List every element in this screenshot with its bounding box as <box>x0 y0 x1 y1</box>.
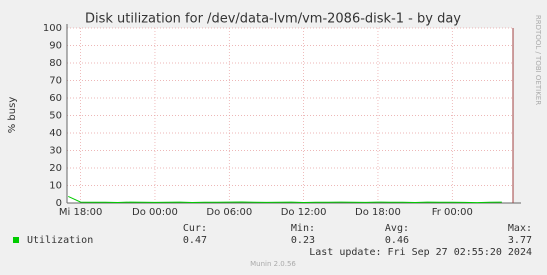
x-tick-label: Do 12:00 <box>281 207 327 218</box>
y-tick-label: 60 <box>49 93 62 104</box>
last-update: Last update: Fri Sep 27 02:55:20 2024 <box>309 247 532 258</box>
x-tick-label: Mi 18:00 <box>59 207 102 218</box>
y-tick-label: 10 <box>49 181 62 192</box>
stat-header: Max: <box>508 223 532 234</box>
x-tick-label: Do 00:00 <box>132 207 178 218</box>
y-tick-label: 0 <box>56 198 62 209</box>
stat-header: Min: <box>291 223 315 234</box>
y-tick-label: 100 <box>43 23 62 34</box>
y-axis-label: % busy <box>7 97 18 134</box>
y-tick-label: 20 <box>49 163 62 174</box>
stat-value: 0.23 <box>291 235 315 246</box>
stat-value: 3.77 <box>508 235 532 246</box>
y-tick-label: 90 <box>49 41 62 52</box>
y-tick-label: 80 <box>49 58 62 69</box>
x-tick-label: Do 18:00 <box>355 207 401 218</box>
legend-swatch <box>13 237 19 243</box>
stat-header: Cur: <box>183 223 207 234</box>
series-line <box>68 195 502 204</box>
y-tick-label: 30 <box>49 146 62 157</box>
footer: Munin 2.0.56 <box>250 260 296 268</box>
y-tick-label: 70 <box>49 76 62 87</box>
y-tick-label: 50 <box>49 111 62 122</box>
side-text: RRDTOOL / TOBI OETIKER <box>534 15 542 105</box>
legend-label: Utilization <box>27 235 93 246</box>
chart-title: Disk utilization for /dev/data-lvm/vm-20… <box>85 12 461 27</box>
y-tick-label: 40 <box>49 128 62 139</box>
x-tick-label: Do 06:00 <box>206 207 252 218</box>
stat-value: 0.46 <box>385 235 409 246</box>
stat-value: 0.47 <box>183 235 207 246</box>
x-tick-label: Fr 00:00 <box>432 207 473 218</box>
stat-header: Avg: <box>385 223 409 234</box>
